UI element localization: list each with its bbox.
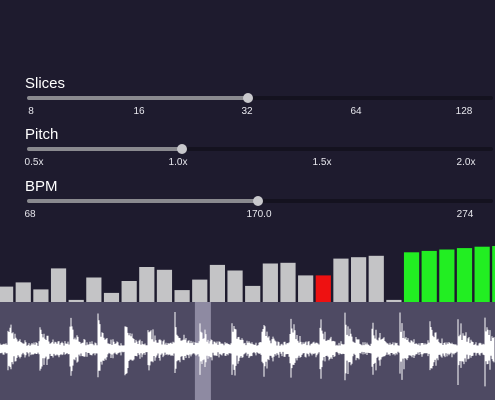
pitch-tick: 0.5x bbox=[24, 157, 44, 168]
slices-slider-thumb[interactable] bbox=[243, 93, 254, 103]
pitch-label: Pitch bbox=[25, 126, 59, 143]
slice-level-meter bbox=[0, 246, 495, 303]
slice-bar[interactable] bbox=[156, 269, 173, 302]
slice-bar[interactable] bbox=[0, 286, 14, 302]
slice-bar[interactable] bbox=[456, 248, 473, 302]
bpm-slider[interactable] bbox=[27, 196, 493, 206]
slice-bar[interactable] bbox=[50, 268, 67, 302]
slice-bar[interactable] bbox=[86, 277, 102, 303]
slices-slider[interactable] bbox=[27, 93, 493, 103]
slices-label: Slices bbox=[25, 75, 66, 92]
slice-bar[interactable] bbox=[439, 249, 455, 303]
slices-tick: 8 bbox=[28, 106, 34, 117]
bpm-label: BPM bbox=[25, 178, 58, 195]
slice-bar[interactable] bbox=[298, 275, 314, 302]
slice-bar[interactable] bbox=[421, 250, 437, 302]
slice-bar[interactable] bbox=[245, 285, 261, 302]
slice-bar[interactable] bbox=[315, 275, 331, 302]
pitch-slider-thumb[interactable] bbox=[177, 144, 188, 154]
pitch-tick: 2.0x bbox=[456, 157, 476, 168]
bpm-slider-fill bbox=[27, 199, 258, 203]
pitch-tick: 1.0x bbox=[168, 157, 188, 168]
slices-tick: 128 bbox=[455, 106, 473, 117]
slice-bar[interactable] bbox=[280, 262, 296, 302]
slice-bar[interactable] bbox=[227, 270, 243, 303]
bpm-tick: 170.0 bbox=[246, 209, 272, 220]
slices-tick: 64 bbox=[350, 106, 362, 117]
pitch-tick: 1.5x bbox=[312, 157, 332, 168]
waveform-trace bbox=[0, 312, 495, 387]
waveform-display[interactable] bbox=[0, 302, 495, 400]
slice-bar[interactable] bbox=[68, 299, 84, 302]
bpm-slider-thumb[interactable] bbox=[252, 196, 263, 206]
slice-bar[interactable] bbox=[474, 246, 490, 302]
slice-bar[interactable] bbox=[33, 289, 49, 302]
slices-tick: 32 bbox=[241, 106, 253, 117]
slice-bar[interactable] bbox=[386, 299, 402, 302]
slice-bar[interactable] bbox=[351, 257, 367, 302]
pitch-slider[interactable] bbox=[27, 144, 493, 154]
slice-bar[interactable] bbox=[403, 252, 420, 302]
bpm-tick: 68 bbox=[24, 209, 36, 220]
slice-bar[interactable] bbox=[103, 292, 120, 302]
pitch-slider-fill bbox=[27, 147, 183, 151]
slice-bar[interactable] bbox=[333, 258, 349, 302]
slice-bar[interactable] bbox=[174, 290, 190, 302]
bpm-tick: 274 bbox=[456, 209, 474, 220]
slice-bar[interactable] bbox=[192, 279, 208, 302]
slice-bar[interactable] bbox=[209, 264, 225, 302]
slices-tick: 16 bbox=[133, 106, 145, 117]
slice-bar[interactable] bbox=[15, 282, 31, 302]
slice-bar[interactable] bbox=[368, 255, 384, 302]
slice-bar[interactable] bbox=[492, 246, 495, 302]
slices-slider-fill bbox=[27, 96, 249, 100]
slice-bar[interactable] bbox=[139, 267, 155, 302]
slice-bar[interactable] bbox=[262, 263, 278, 303]
slice-bar[interactable] bbox=[121, 281, 137, 302]
